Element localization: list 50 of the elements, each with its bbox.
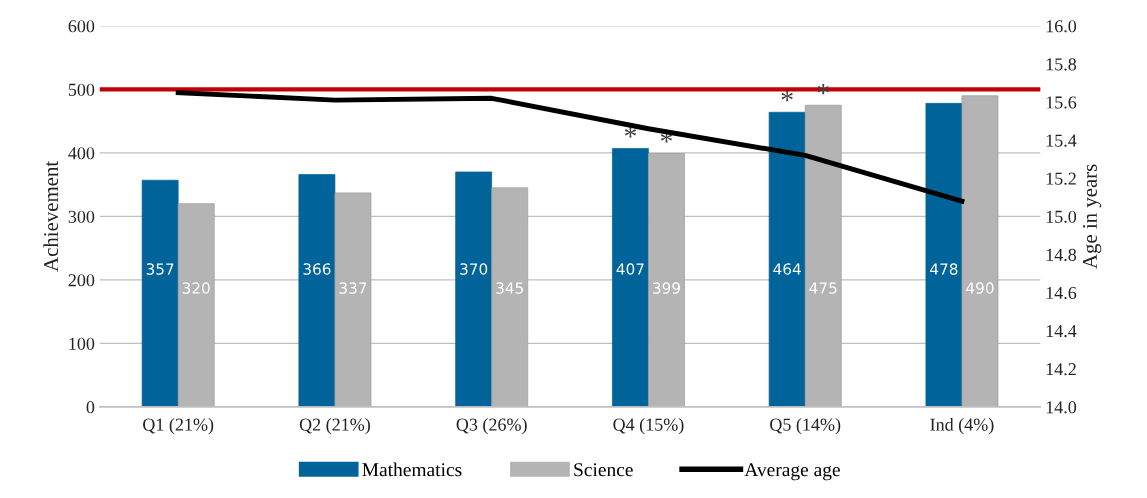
y2-axis-title: Age in years	[1082, 164, 1102, 269]
annotation: *	[781, 91, 793, 102]
y2-tick-label: 16.0	[1046, 20, 1077, 33]
x-tick-label: Q5 (14%)	[770, 417, 841, 435]
bar	[298, 174, 336, 407]
y2-tick-label: 14.0	[1046, 401, 1077, 414]
annotation: *	[660, 132, 673, 143]
y-tick-label: 0	[86, 401, 95, 414]
x-tick-label: Q2 (21%)	[299, 417, 370, 435]
data-label: 399	[653, 282, 680, 294]
y2-tick-label: 14.4	[1046, 325, 1077, 338]
y-tick-label: 500	[68, 83, 95, 96]
legend-label: Average age	[744, 463, 840, 481]
data-label: 478	[930, 263, 958, 275]
y2-tick-label: 15.0	[1046, 210, 1077, 223]
legend-label: Mathematics	[362, 462, 462, 477]
data-label: 407	[616, 263, 644, 275]
bar	[141, 179, 179, 407]
x-tick-label: Q4 (15%)	[613, 417, 684, 435]
y-axis-title: Achievement	[43, 160, 59, 272]
bar	[455, 171, 493, 407]
y2-tick-label: 15.2	[1046, 172, 1076, 185]
data-label: 475	[809, 282, 837, 294]
annotation: *	[624, 127, 637, 138]
x-tick-label: Q1 (21%)	[143, 417, 214, 435]
y-tick-label: 200	[68, 274, 95, 287]
y2-tick-label: 14.8	[1046, 248, 1077, 261]
data-label: 464	[773, 263, 801, 275]
y2-tick-label: 15.4	[1046, 134, 1077, 147]
data-label: 490	[966, 282, 994, 294]
y2-tick-label: 15.8	[1046, 58, 1077, 71]
data-label: 370	[460, 263, 488, 275]
y2-tick-label: 14.2	[1046, 363, 1076, 376]
data-label: 337	[339, 282, 367, 294]
data-label: 357	[146, 263, 174, 275]
y-tick-label: 400	[68, 147, 95, 160]
x-tick-label: Q3 (26%)	[456, 417, 527, 435]
legend-label: Science	[574, 463, 633, 477]
x-tick-label: Ind (4%)	[930, 417, 994, 435]
y-tick-label: 600	[68, 20, 95, 33]
y-tick-label: 300	[68, 210, 95, 223]
y2-tick-label: 14.6	[1046, 286, 1077, 300]
y-tick-label: 100	[69, 337, 95, 350]
data-label: 345	[496, 282, 523, 294]
bar	[612, 148, 649, 407]
bar	[925, 103, 963, 407]
y2-tick-label: 15.6	[1046, 96, 1077, 109]
data-label: 320	[182, 282, 210, 294]
data-label: 366	[303, 263, 331, 275]
bar	[768, 111, 806, 407]
